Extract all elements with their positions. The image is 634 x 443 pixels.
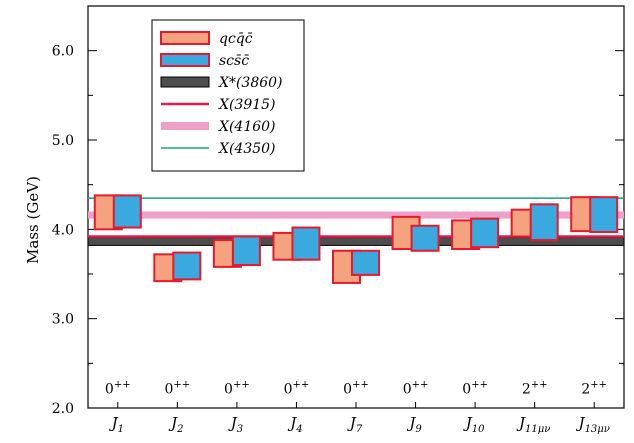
jpc-label: 0++ [284,379,310,397]
x-tick-label: J11μν [516,414,550,435]
legend-swatch-x4160 [161,122,209,130]
y-tick-label: 3.0 [52,312,74,328]
legend-label-x4350: X(4350) [218,141,276,157]
jpc-label: 0++ [105,379,131,397]
box-scsc-1 [112,194,142,229]
jpc-label: 0++ [343,379,369,397]
jpc-label: 2++ [522,379,548,397]
x-tick-label: J7 [347,414,363,435]
jpc-label: 0++ [224,379,250,397]
y-tick-label: 2.0 [52,401,74,417]
x-tick-label: J1 [109,414,124,435]
legend-swatch-scsc [160,53,210,67]
legend-box [151,19,305,172]
box-scsc-5 [351,249,380,276]
y-tick-label: 6.0 [52,44,74,60]
x-tick-label: J9 [406,414,422,435]
legend-label-x3860: X*(3860) [218,75,283,91]
box-scsc-6 [410,224,440,252]
box-scsc-2 [172,251,202,281]
x-tick-label: J10 [463,414,485,435]
y-tick-label: 4.0 [52,222,74,238]
jpc-label: 0++ [164,379,190,397]
jpc-label: 0++ [462,379,488,397]
x-tick-label: J4 [287,414,302,435]
x-tick-label: J3 [228,414,243,435]
legend-label-x4160: X(4160) [218,119,276,135]
box-scsc-8 [529,203,559,242]
reference-band-x4160 [88,211,624,219]
legend-label-scsc: scs̄c̄ [219,53,250,69]
x-tick-label: J2 [168,414,183,435]
legend-label-qcqc: qcq̄c̄ [219,31,253,47]
legend-label-x3915: X(3915) [218,97,276,113]
box-scsc-9 [589,196,619,234]
box-scsc-4 [291,226,321,261]
jpc-label: 2++ [581,379,607,397]
y-axis-title: Mass (GeV) [24,176,42,264]
legend-swatch-qcqc [160,31,210,45]
x-tick-label: J13μν [576,414,610,435]
box-scsc-3 [231,235,261,267]
jpc-label: 0++ [403,379,429,397]
box-scsc-7 [470,217,500,249]
legend-swatch-x3860 [160,76,210,88]
y-tick-label: 5.0 [52,133,74,149]
